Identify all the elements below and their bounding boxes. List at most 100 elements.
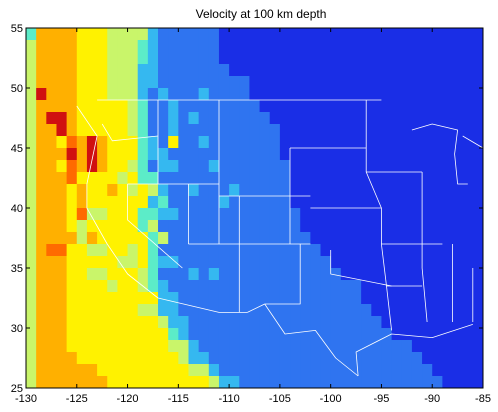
heatmap-cell [208,280,220,293]
heatmap-cell [432,148,443,161]
heatmap-cell [310,28,322,41]
heatmap-cell [442,40,454,53]
heatmap-cell [401,268,413,281]
heatmap-cell [97,52,108,65]
heatmap-cell [188,40,200,53]
heatmap-cell [361,244,372,257]
heatmap-cell [229,340,240,353]
heatmap-cell [36,328,47,341]
heatmap-cell [472,52,483,65]
heatmap-cell [300,28,311,41]
heatmap-cell [76,208,88,221]
heatmap-cell [36,184,47,197]
heatmap-cell [76,292,88,305]
heatmap-cell [310,268,322,281]
heatmap-cell [350,148,362,161]
heatmap-cell [147,328,159,341]
heatmap-cell [371,304,383,317]
heatmap-cell [411,100,423,113]
heatmap-cell [36,40,47,53]
heatmap-cell [137,328,149,341]
heatmap-cell [411,220,423,233]
heatmap-cell [178,52,190,65]
heatmap-cell [86,232,98,245]
heatmap-cell [76,376,88,388]
heatmap-cell [432,64,443,77]
heatmap-cell [259,220,271,233]
heatmap-cell [229,328,240,341]
heatmap-cell [117,196,129,209]
heatmap-cell [422,340,433,353]
heatmap-cell [168,244,179,257]
heatmap-cell [188,124,200,137]
heatmap-cell [239,88,251,101]
heatmap-cell [452,160,464,173]
heatmap-cell [188,352,200,365]
heatmap-cell [26,52,37,65]
heatmap-cell [279,232,291,245]
heatmap-cell [137,52,149,65]
heatmap-cell [411,172,423,185]
heatmap-cell [381,292,393,305]
heatmap-cell [442,184,454,197]
heatmap-cell [218,232,230,245]
heatmap-cell [76,184,88,197]
heatmap-cell [239,376,251,388]
heatmap-cell [168,328,179,341]
heatmap-cell [483,352,494,365]
heatmap-cell [168,280,179,293]
heatmap-cell [168,148,179,161]
heatmap-cell [86,148,98,161]
heatmap-cell [188,52,200,65]
heatmap-cell [361,316,372,329]
heatmap-cell [259,292,271,305]
heatmap-cell [340,40,352,53]
heatmap-cell [36,76,47,89]
heatmap-cell [401,160,413,173]
heatmap-cell [371,88,383,101]
heatmap-cell [66,172,78,185]
heatmap-cell [269,88,281,101]
heatmap-cell [290,184,301,197]
heatmap-cell [218,76,230,89]
heatmap-cell [290,268,301,281]
heatmap-cell [472,40,483,53]
heatmap-cell [46,328,58,341]
heatmap-cell [442,352,454,365]
heatmap-cell [401,40,413,53]
heatmap-cell [36,28,47,41]
heatmap-cell [137,88,149,101]
heatmap-cell [371,292,383,305]
heatmap-cell [86,292,98,305]
heatmap-cell [432,304,443,317]
heatmap-cell [86,196,98,209]
heatmap-cell [330,88,342,101]
heatmap-cell [279,184,291,197]
heatmap-cell [168,268,179,281]
heatmap-cell [117,376,129,388]
heatmap-cell [137,112,149,125]
heatmap-cell [26,268,37,281]
heatmap-cell [432,160,443,173]
heatmap-cell [483,160,494,173]
heatmap-cell [330,136,342,149]
heatmap-cell [300,184,311,197]
heatmap-cell [178,148,190,161]
heatmap-cell [340,76,352,89]
heatmap-cell [229,352,240,365]
heatmap-cell [178,364,190,377]
heatmap-cell [56,76,68,89]
heatmap-cell [249,160,261,173]
heatmap-cell [76,40,88,53]
heatmap-cell [472,364,483,377]
heatmap-cell [422,160,433,173]
heatmap-cell [127,184,139,197]
heatmap-cell [137,184,149,197]
heatmap-cell [422,208,433,221]
heatmap-cell [381,256,393,269]
heatmap-cell [432,184,443,197]
heatmap-cell [350,208,362,221]
heatmap-cell [86,136,98,149]
heatmap-cell [310,196,322,209]
heatmap-cell [188,376,200,388]
